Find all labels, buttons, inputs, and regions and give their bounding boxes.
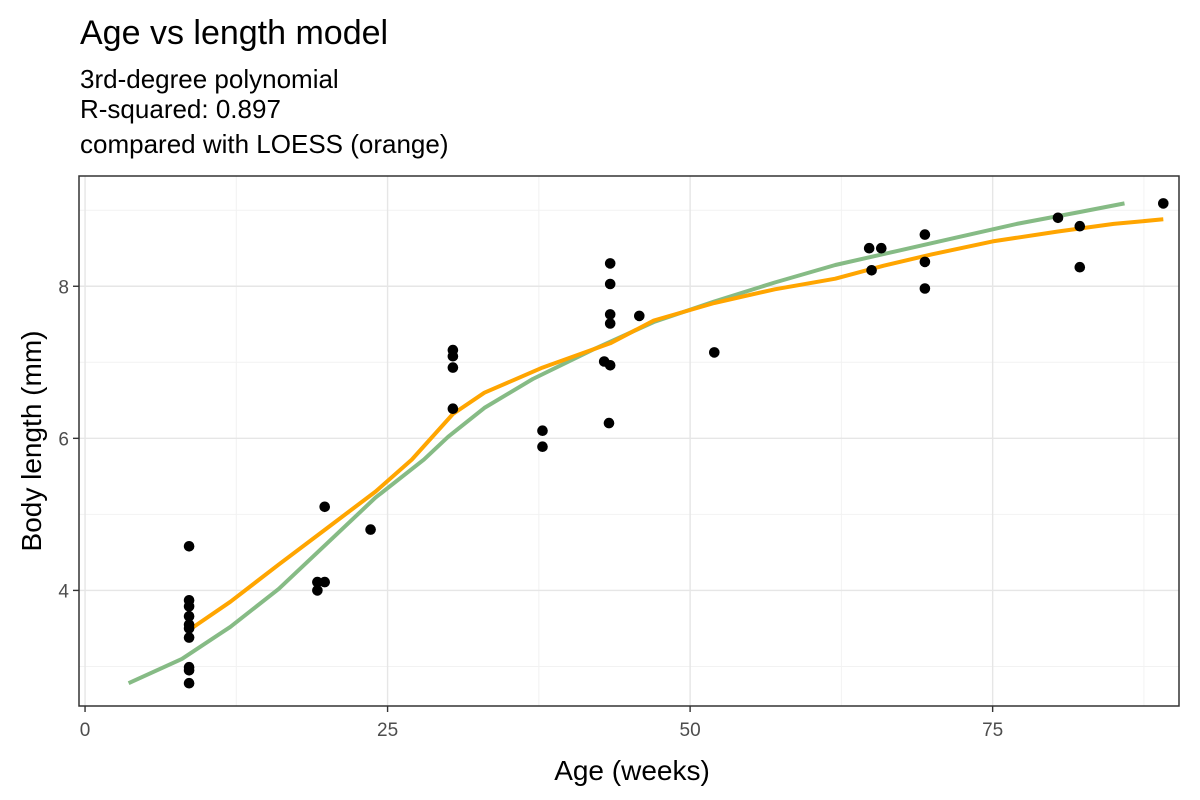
chart-subtitle-line-3: compared with LOESS (orange) (80, 129, 449, 159)
chart-subtitle-line-1: 3rd-degree polynomial (80, 64, 339, 94)
data-point (604, 309, 616, 320)
grid-major (79, 176, 1179, 706)
data-point (876, 242, 887, 254)
data-point (447, 350, 459, 362)
data-point (919, 256, 931, 268)
plot-background (79, 176, 1179, 706)
data-point (537, 425, 548, 437)
data-point (866, 265, 877, 276)
data-point (183, 611, 195, 622)
series-line-2 (187, 217, 1164, 632)
data-point (319, 501, 331, 513)
data-point (604, 360, 616, 371)
data-point (604, 318, 616, 329)
x-tick-label: 25 (377, 720, 398, 741)
chart-subtitle-line-2: R-squared: 0.897 (80, 94, 281, 124)
data-point (183, 677, 195, 689)
x-tick-label: 75 (982, 720, 1003, 741)
data-point (447, 403, 459, 415)
y-axis-ticks: 4 6 8 (58, 277, 79, 602)
plot-border (78, 175, 1180, 707)
data-point (183, 541, 195, 552)
data-point (1074, 261, 1086, 273)
data-point (319, 576, 331, 588)
x-tick-label: 50 (680, 720, 701, 741)
data-point (537, 441, 548, 453)
data-point (183, 623, 195, 634)
data-point (1052, 212, 1064, 224)
data-point (447, 362, 459, 373)
x-axis-label: Age (weeks) (554, 755, 710, 786)
y-tick-label: 6 (58, 429, 69, 450)
data-point (604, 278, 616, 290)
data-point (604, 258, 616, 269)
data-point (1074, 220, 1086, 232)
series-line-1 (127, 201, 1125, 686)
chart-title: Age vs length model (80, 14, 388, 52)
data-point (183, 665, 195, 676)
data-point (365, 524, 376, 535)
x-tick-label: 0 (80, 720, 91, 741)
x-axis-ticks: 0 25 50 75 (80, 706, 1003, 741)
y-tick-label: 4 (58, 581, 69, 602)
data-point (919, 283, 931, 294)
data-point (312, 585, 323, 596)
data-point (634, 310, 645, 322)
y-tick-label: 8 (58, 277, 69, 298)
data-point (1158, 198, 1169, 209)
data-point (603, 417, 615, 429)
data-points (183, 198, 1169, 689)
data-point (863, 242, 875, 254)
y-axis-label: Body length (mm) (16, 331, 47, 552)
series-lines (127, 201, 1164, 686)
data-point (919, 229, 931, 240)
data-point (312, 576, 323, 588)
data-point (183, 601, 195, 612)
data-point (183, 632, 195, 643)
data-point (709, 347, 720, 358)
